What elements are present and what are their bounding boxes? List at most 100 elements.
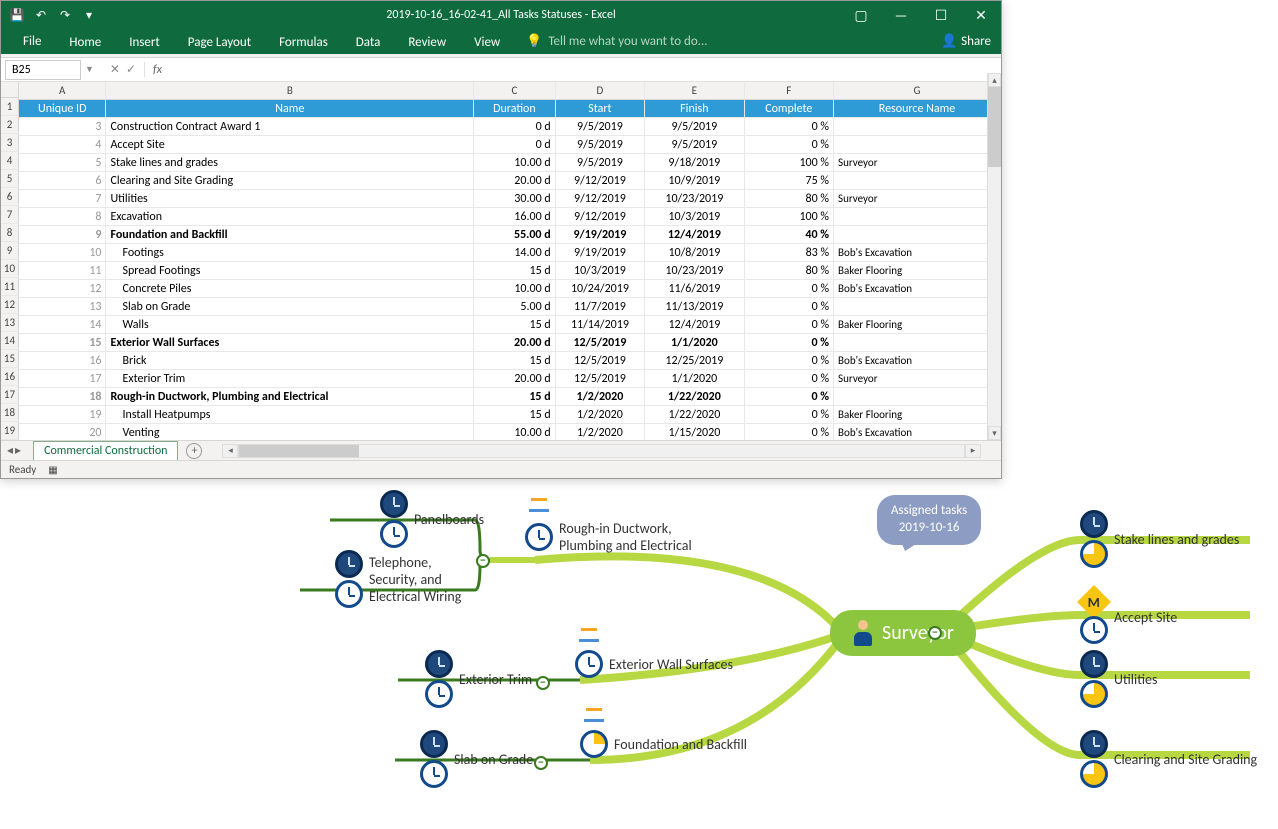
file-tab[interactable]: File [9,30,55,53]
mindmap-node[interactable]: Stake lines and grades [1080,510,1239,568]
row-header-17[interactable]: 17 [1,386,19,404]
row-header-12[interactable]: 12 [1,296,19,314]
cancel-icon[interactable]: ✕ [110,62,120,77]
sheet-first-icon[interactable]: ◂ [7,443,13,458]
table-row[interactable]: 5Stake lines and grades10.00 d9/5/20199/… [19,154,1001,172]
tab-page-layout[interactable]: Page Layout [174,31,265,54]
excel-window: 💾 ↶ ↷ ▾ 2019-10-16_16-02-41_All Tasks St… [0,0,1002,479]
row-header-13[interactable]: 13 [1,314,19,332]
mindmap-node[interactable]: Slab on Grade [420,730,533,788]
row-header-8[interactable]: 8 [1,224,19,242]
table-row[interactable]: 17Exterior Trim20.00 d12/5/20191/1/20200… [19,370,1001,388]
row-header-5[interactable]: 5 [1,170,19,188]
share-button[interactable]: 👤 Share [941,34,991,49]
table-row[interactable]: 6Clearing and Site Grading20.00 d9/12/20… [19,172,1001,190]
mindmap-node[interactable]: Rough-in Ductwork, Plumbing and Electric… [525,520,725,554]
name-box[interactable] [5,60,81,80]
mindmap-node[interactable]: Exterior Trim [425,650,532,708]
row-header-1[interactable]: 1 [1,98,19,116]
table-row[interactable]: 4Accept Site0 d9/5/20199/5/20190 % [19,136,1001,154]
enter-icon[interactable]: ✓ [126,62,136,77]
table-row[interactable]: 13Slab on Grade5.00 d11/7/201911/13/2019… [19,298,1001,316]
mindmap-node[interactable]: Panelboards [380,490,484,548]
maximize-button[interactable]: ☐ [921,1,961,29]
table-row[interactable]: 8Excavation16.00 d9/12/201910/3/2019100 … [19,208,1001,226]
cell-uid: 4 [19,136,106,154]
sheet-tab[interactable]: Commercial Construction [33,441,178,460]
row-header-19[interactable]: 19 [1,422,19,440]
cell-uid: 15 [19,334,106,352]
table-row[interactable]: 15Exterior Wall Surfaces20.00 d12/5/2019… [19,334,1001,352]
macro-icon[interactable]: ▦ [48,463,57,476]
vscroll-thumb[interactable] [988,87,1001,167]
mindmap-node[interactable]: Clearing and Site Grading [1080,730,1257,788]
mindmap-node[interactable]: Utilities [1080,650,1157,708]
namebox-dropdown-icon[interactable]: ▼ [85,64,94,75]
table-row[interactable]: 3Construction Contract Award 10 d9/5/201… [19,118,1001,136]
row-header-2[interactable]: 2 [1,116,19,134]
tab-home[interactable]: Home [55,31,115,54]
col-header-D[interactable]: D [556,82,645,100]
tab-data[interactable]: Data [342,31,395,54]
tab-review[interactable]: Review [394,31,460,54]
table-row[interactable]: 16Brick15 d12/5/201912/25/20190 %Bob's E… [19,352,1001,370]
col-header-F[interactable]: F [745,82,834,100]
row-header-7[interactable]: 7 [1,206,19,224]
select-all-corner[interactable] [1,82,19,98]
col-header-A[interactable]: A [19,82,106,100]
row-header-4[interactable]: 4 [1,152,19,170]
scroll-left-icon[interactable]: ◂ [222,444,238,458]
col-header-G[interactable]: G [834,82,1001,100]
col-header-C[interactable]: C [474,82,556,100]
tell-me-search[interactable]: 💡 Tell me what you want to do... [526,34,707,49]
collapse-toggle-right[interactable]: − [928,626,942,640]
col-header-B[interactable]: B [106,82,474,100]
redo-icon[interactable]: ↷ [57,7,73,23]
sheet-next-icon[interactable]: ▸ [15,443,21,458]
row-header-14[interactable]: 14 [1,332,19,350]
mindmap-node[interactable]: Foundation and Backfill [580,730,747,758]
row-header-15[interactable]: 15 [1,350,19,368]
collapse-toggle-left2[interactable]: − [536,676,550,690]
scroll-up-icon[interactable]: ▴ [988,73,1001,87]
add-sheet-button[interactable]: + [186,443,202,459]
row-header-18[interactable]: 18 [1,404,19,422]
qat-dropdown-icon[interactable]: ▾ [81,7,97,23]
tab-view[interactable]: View [460,31,514,54]
table-row[interactable]: 14Walls15 d11/14/201912/4/20190 %Baker F… [19,316,1001,334]
collapse-toggle-left3[interactable]: − [534,756,548,770]
table-row[interactable]: 19Install Heatpumps15 d1/2/20201/22/2020… [19,406,1001,424]
save-icon[interactable]: 💾 [9,7,25,23]
minimize-button[interactable]: — [881,1,921,29]
table-row[interactable]: 18Rough-in Ductwork, Plumbing and Electr… [19,388,1001,406]
fx-label[interactable]: fx [145,63,162,77]
mindmap-node[interactable]: Exterior Wall Surfaces [575,650,733,678]
tab-insert[interactable]: Insert [115,31,174,54]
col-header-E[interactable]: E [645,82,744,100]
table-row[interactable]: 11Spread Footings15 d10/3/201910/23/2019… [19,262,1001,280]
row-header-16[interactable]: 16 [1,368,19,386]
grid-main[interactable]: ABCDEFG Unique IDNameDurationStartFinish… [19,82,1001,440]
collapse-toggle-left1[interactable]: − [476,554,490,568]
row-header-3[interactable]: 3 [1,134,19,152]
ribbon-options-icon[interactable]: ▢ [841,1,881,29]
table-row[interactable]: 9Foundation and Backfill55.00 d9/19/2019… [19,226,1001,244]
cell-resource [834,136,1001,154]
close-button[interactable]: ✕ [961,1,1001,29]
mindmap-center-node[interactable]: Surveyor [830,610,976,656]
table-row[interactable]: 7Utilities30.00 d9/12/201910/23/201980 %… [19,190,1001,208]
undo-icon[interactable]: ↶ [33,7,49,23]
table-row[interactable]: 12Concrete Piles10.00 d10/24/201911/6/20… [19,280,1001,298]
cell-duration: 15 d [474,262,556,280]
tab-formulas[interactable]: Formulas [265,31,342,54]
scroll-down-icon[interactable]: ▾ [988,426,1001,440]
table-row[interactable]: 20Venting10.00 d1/2/20201/15/20200 %Bob'… [19,424,1001,440]
row-header-6[interactable]: 6 [1,188,19,206]
row-header-11[interactable]: 11 [1,278,19,296]
vertical-scrollbar[interactable]: ▴ ▾ [987,73,1001,440]
mindmap-node[interactable]: M Accept Site [1080,590,1177,644]
mindmap-node[interactable]: Telephone, Security, and Electrical Wiri… [335,550,465,608]
row-header-9[interactable]: 9 [1,242,19,260]
row-header-10[interactable]: 10 [1,260,19,278]
table-row[interactable]: 10Footings14.00 d9/19/201910/8/201983 %B… [19,244,1001,262]
